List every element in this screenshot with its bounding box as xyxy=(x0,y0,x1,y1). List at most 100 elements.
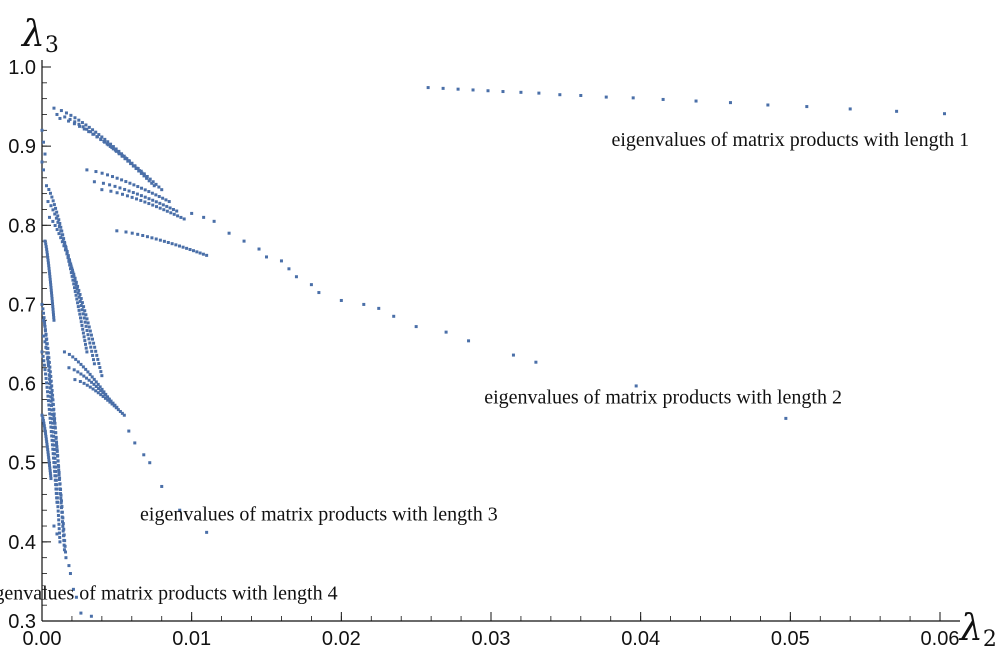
data-point-length-3 xyxy=(57,225,61,229)
data-point-length-4 xyxy=(45,342,49,346)
data-point-length-4 xyxy=(49,385,53,389)
data-point-length-4 xyxy=(48,416,52,420)
data-point-length-3 xyxy=(51,307,55,311)
x-tick-label: 0.02 xyxy=(322,628,361,650)
data-point-length-4 xyxy=(40,413,44,417)
data-point-length-2 xyxy=(169,211,173,215)
data-point-length-2 xyxy=(113,148,117,152)
data-point-length-2 xyxy=(467,339,471,343)
data-point-length-4 xyxy=(46,399,50,403)
data-point-length-4 xyxy=(50,412,54,416)
data-point-length-3 xyxy=(81,365,85,369)
data-point-length-2 xyxy=(106,143,110,147)
data-point-length-4 xyxy=(41,354,45,358)
data-point-length-2 xyxy=(110,175,114,179)
data-point-length-2 xyxy=(147,202,151,206)
data-point-length-4 xyxy=(49,399,53,403)
data-point-length-3 xyxy=(94,389,98,393)
data-point-length-2 xyxy=(137,169,141,173)
data-point-length-3 xyxy=(73,289,77,293)
data-point-length-3 xyxy=(85,383,89,387)
data-point-length-4 xyxy=(57,468,61,472)
data-point-length-2 xyxy=(143,195,147,199)
data-point-length-2 xyxy=(191,249,195,253)
data-point-length-2 xyxy=(294,275,298,279)
y-axis-ticks: 0.3 0.4 0.5 0.6 0.7 0.8 0.9 1.0 xyxy=(8,57,51,633)
data-point-length-3 xyxy=(50,195,54,199)
data-point-length-2 xyxy=(175,209,179,213)
data-point-length-2 xyxy=(109,189,113,193)
data-point-length-3 xyxy=(96,391,100,395)
data-point-length-4 xyxy=(52,439,56,443)
data-point-length-4 xyxy=(79,611,83,615)
data-point-length-3 xyxy=(68,258,72,262)
data-point-length-4 xyxy=(48,382,52,386)
data-point-length-3 xyxy=(76,284,80,288)
data-point-length-2 xyxy=(147,190,151,194)
data-point-length-2 xyxy=(135,197,139,201)
data-point-length-2 xyxy=(124,230,128,234)
data-point-length-4 xyxy=(60,505,64,509)
data-point-length-4 xyxy=(52,443,56,447)
data-point-length-3 xyxy=(71,270,75,274)
data-point-length-2 xyxy=(174,243,178,247)
data-point-length-3 xyxy=(58,221,62,225)
data-point-length-3 xyxy=(70,268,74,272)
data-point-length-2 xyxy=(130,231,134,235)
data-point-length-4 xyxy=(45,337,49,341)
y-axis-label: λ3 xyxy=(20,14,59,58)
data-point-length-4 xyxy=(71,587,75,591)
data-point-length-4 xyxy=(52,465,56,469)
data-point-length-2 xyxy=(157,185,161,189)
data-point-length-3 xyxy=(85,350,89,354)
data-point-length-3 xyxy=(76,305,80,309)
data-point-length-4 xyxy=(48,463,52,467)
data-point-length-3 xyxy=(45,250,49,254)
data-point-length-3 xyxy=(90,349,94,353)
data-point-length-4 xyxy=(68,572,72,576)
data-point-length-3 xyxy=(85,329,89,333)
data-point-length-2 xyxy=(176,214,180,218)
data-point-length-2 xyxy=(120,153,124,157)
data-point-length-3 xyxy=(84,342,88,346)
data-point-length-4 xyxy=(52,524,56,528)
data-point-length-2 xyxy=(145,174,149,178)
data-point-length-4 xyxy=(56,509,60,513)
x-tick-label: 0.06 xyxy=(921,628,960,650)
data-point-length-3 xyxy=(86,370,90,374)
data-point-length-3 xyxy=(105,395,109,399)
data-point-length-3 xyxy=(51,199,55,203)
data-point-length-2 xyxy=(265,255,268,259)
data-point-length-4 xyxy=(48,469,52,473)
data-point-length-4 xyxy=(56,505,60,509)
data-point-length-4 xyxy=(44,432,48,436)
data-point-length-3 xyxy=(61,237,65,241)
data-point-length-4 xyxy=(56,453,60,457)
data-point-length-3 xyxy=(82,316,86,320)
data-point-length-2 xyxy=(182,217,186,221)
data-point-length-1 xyxy=(441,86,445,90)
data-point-length-2 xyxy=(128,181,132,185)
data-point-length-2 xyxy=(80,121,84,125)
data-point-length-3 xyxy=(47,215,51,219)
data-point-length-2 xyxy=(205,253,209,257)
data-point-length-3 xyxy=(59,229,63,233)
data-point-length-4 xyxy=(48,365,52,369)
data-point-length-3 xyxy=(70,274,74,278)
data-point-length-3 xyxy=(55,228,59,232)
data-point-length-4 xyxy=(52,460,56,464)
data-point-length-4 xyxy=(62,533,66,537)
data-point-length-4 xyxy=(53,425,57,429)
data-point-length-4 xyxy=(51,426,55,430)
data-point-length-3 xyxy=(85,376,89,380)
data-point-length-4 xyxy=(41,318,45,322)
data-point-length-3 xyxy=(87,337,91,341)
data-point-length-2 xyxy=(103,140,107,144)
data-point-length-2 xyxy=(78,124,82,128)
data-point-length-3 xyxy=(46,200,50,204)
data-point-length-4 xyxy=(52,414,56,418)
data-point-length-4 xyxy=(53,417,57,421)
data-point-length-4 xyxy=(59,493,63,497)
data-point-length-2 xyxy=(179,215,183,219)
